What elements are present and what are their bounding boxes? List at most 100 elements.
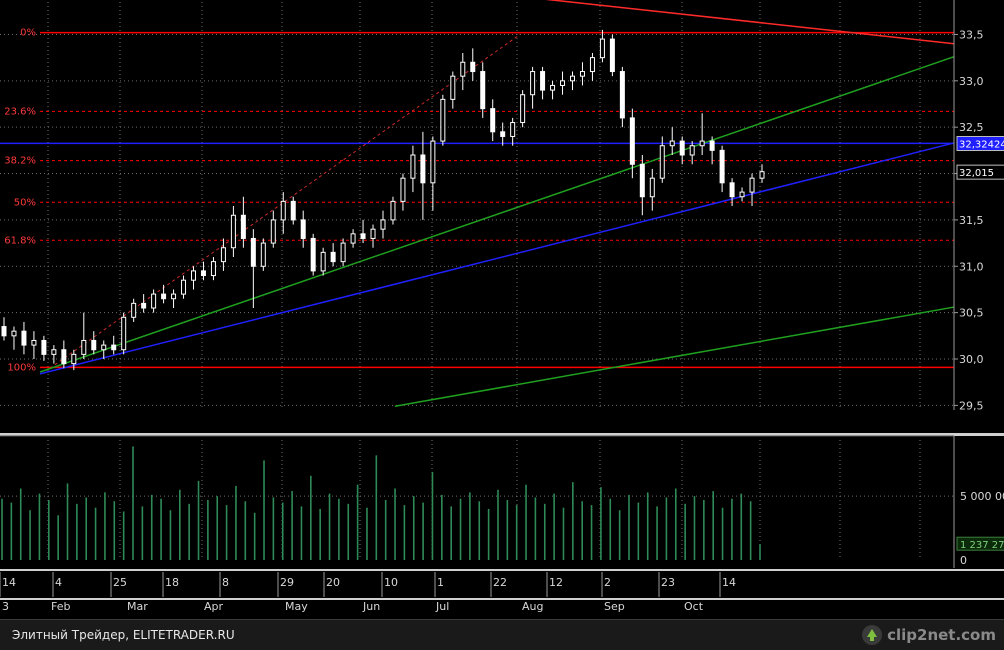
panel-divider: [0, 433, 1004, 436]
candle: [400, 173, 406, 211]
candle-body: [430, 140, 436, 184]
price-tick-label: 33,0: [959, 75, 984, 88]
candle: [669, 127, 675, 155]
vol-last-label: 1 237 27: [960, 540, 1004, 551]
vol-tick-label: 0: [960, 554, 967, 567]
candle-body: [200, 270, 206, 277]
candle: [759, 164, 765, 183]
trend-line: [39, 56, 955, 373]
candle: [111, 335, 117, 355]
candle-body: [310, 237, 316, 272]
candle-body: [111, 344, 117, 351]
month-label: Mar: [127, 600, 148, 613]
candle: [749, 173, 755, 206]
volume-bars: [1, 446, 761, 560]
candle: [729, 178, 735, 206]
trend-line: [394, 306, 955, 408]
month-label: Jun: [362, 600, 380, 613]
candle-body: [380, 219, 386, 230]
candle: [739, 187, 745, 202]
candle-body: [91, 339, 97, 351]
candle-body: [41, 339, 47, 355]
candle: [350, 229, 356, 248]
day-label: 25: [113, 576, 127, 589]
candle: [629, 108, 635, 179]
candle-body: [659, 145, 665, 179]
candle: [131, 298, 137, 322]
candle-body: [161, 293, 167, 300]
candle: [500, 122, 506, 146]
candle: [440, 94, 446, 146]
candle: [191, 266, 196, 290]
candle: [1, 317, 7, 341]
candle-body: [11, 330, 17, 337]
candle: [270, 210, 276, 248]
day-label: 1: [437, 576, 444, 589]
candle: [450, 71, 456, 109]
candle: [31, 331, 37, 359]
price-label-box: [956, 136, 1004, 152]
candle-body: [181, 279, 187, 295]
candle-body: [290, 200, 296, 221]
candle: [171, 289, 177, 308]
month-label: Aug: [522, 600, 543, 613]
candle-body: [609, 38, 615, 73]
volume-axis: 5 000 00 0 1 237 27: [953, 436, 1004, 568]
candle-body: [729, 182, 735, 198]
candle-body: [759, 171, 765, 179]
day-label: 10: [384, 576, 398, 589]
candle: [51, 345, 57, 364]
month-label: 3: [2, 600, 9, 613]
candle-body: [510, 122, 516, 137]
candle: [410, 145, 416, 193]
candle: [330, 243, 336, 267]
candle-body: [101, 344, 107, 351]
day-label: 2: [604, 576, 611, 589]
candle-body: [480, 71, 486, 110]
candle: [161, 284, 167, 304]
candle: [460, 53, 466, 91]
candle: [260, 238, 266, 271]
candle: [719, 145, 725, 193]
candle-body: [360, 233, 366, 239]
candle-body: [699, 140, 705, 147]
candle: [589, 53, 595, 81]
watermark: clip2net.com: [861, 624, 996, 646]
candle: [639, 155, 645, 216]
candle-body: [390, 200, 396, 221]
candle-body: [141, 302, 147, 309]
candle-body: [410, 154, 416, 179]
candle-body: [639, 163, 645, 198]
trend-line: [545, 0, 955, 45]
price-label: 32,32424: [959, 140, 1004, 151]
candlestick-series: [1, 29, 765, 371]
candle: [510, 117, 516, 146]
price-axis: 33,533,032,532,031,531,030,530,029,532,3…: [0, 0, 1004, 437]
candle-body: [689, 145, 695, 156]
fib-label: 38.2%: [4, 156, 36, 167]
candle-body: [550, 84, 556, 91]
candle: [380, 210, 386, 239]
date-axis: 14 4 25 18 8 29 20 10 1 22 12 2 23 143 Feb Mar Apr May Jun…: [0, 569, 1004, 613]
candle-body: [230, 214, 236, 249]
candle: [649, 168, 655, 211]
candle: [300, 210, 306, 248]
candle: [599, 29, 605, 63]
candle-body: [599, 38, 605, 59]
candle-body: [260, 242, 266, 267]
fib-label: 23.6%: [4, 106, 36, 117]
candle: [540, 66, 546, 100]
month-label: Jul: [435, 600, 449, 613]
candle: [71, 349, 77, 371]
candle: [560, 71, 566, 95]
candle: [699, 113, 705, 155]
candle: [520, 90, 526, 128]
candle: [420, 131, 426, 220]
candle-body: [1, 326, 7, 337]
candle: [689, 141, 695, 165]
candle-body: [420, 154, 426, 184]
candle-body: [470, 61, 476, 73]
candle: [370, 224, 376, 248]
candle-body: [579, 71, 585, 77]
price-tick-label: 30,0: [959, 353, 984, 366]
